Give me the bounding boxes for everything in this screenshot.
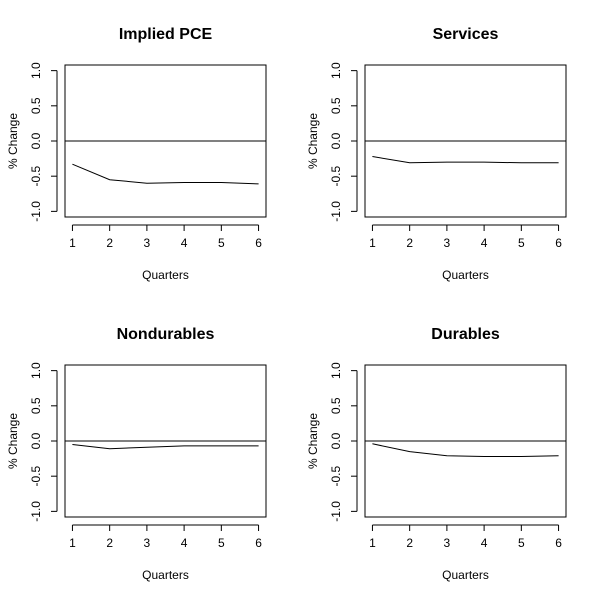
x-axis-title: Quarters xyxy=(142,568,189,582)
y-tick-label: 1.0 xyxy=(29,362,43,379)
x-tick-label: 1 xyxy=(69,236,76,250)
y-tick-label: 0.0 xyxy=(329,132,343,149)
x-tick-label: 5 xyxy=(518,536,525,550)
x-tick-label: 2 xyxy=(406,536,413,550)
x-tick-label: 4 xyxy=(181,536,188,550)
y-tick-label: -1.0 xyxy=(29,201,43,222)
x-tick-label: 6 xyxy=(555,236,562,250)
chart-panel: Durables 1 2 3 4 5 6 Quarters -1.0 -0.5 0.0 0.5 1.0%… xyxy=(306,326,567,582)
chart-title: Durables xyxy=(431,326,500,343)
y-tick-label: 0.5 xyxy=(29,97,43,114)
x-tick-label: 3 xyxy=(444,236,451,250)
x-tick-label: 4 xyxy=(181,236,188,250)
y-tick-label: -0.5 xyxy=(329,166,343,187)
y-axis-title: % Change xyxy=(6,113,20,169)
x-axis-title: Quarters xyxy=(442,568,489,582)
series-line xyxy=(72,444,259,450)
x-tick-label: 5 xyxy=(218,536,225,550)
x-tick-label: 5 xyxy=(518,236,525,250)
series-line xyxy=(372,443,559,457)
x-tick-label: 2 xyxy=(406,236,413,250)
series-line xyxy=(72,163,259,185)
x-tick-label: 3 xyxy=(144,236,151,250)
x-axis-title: Quarters xyxy=(142,268,189,282)
y-tick-label: -0.5 xyxy=(29,166,43,187)
x-tick-label: 6 xyxy=(255,536,262,550)
y-tick-label: 0.0 xyxy=(29,432,43,449)
y-tick-label: -1.0 xyxy=(329,501,343,522)
x-tick-label: 3 xyxy=(144,536,151,550)
y-tick-label: 1.0 xyxy=(329,362,343,379)
chart-title: Nondurables xyxy=(117,326,215,343)
x-tick-label: 1 xyxy=(369,236,376,250)
x-tick-label: 4 xyxy=(481,236,488,250)
x-tick-label: 6 xyxy=(555,536,562,550)
y-axis-title: % Change xyxy=(6,413,20,469)
x-tick-label: 3 xyxy=(444,536,451,550)
y-tick-label: 1.0 xyxy=(29,62,43,79)
x-tick-label: 4 xyxy=(481,536,488,550)
y-tick-label: -0.5 xyxy=(329,466,343,487)
x-tick-label: 1 xyxy=(69,536,76,550)
y-axis-title: % Change xyxy=(306,113,320,169)
x-axis-title: Quarters xyxy=(442,268,489,282)
y-tick-label: 0.5 xyxy=(29,397,43,414)
x-tick-label: 2 xyxy=(106,536,113,550)
series-line xyxy=(372,156,559,164)
chart-panel: Implied PCE 1 2 3 4 5 6 Quarters -1.0 -0.5 0.0 0.5 1… xyxy=(6,26,267,282)
y-tick-label: 1.0 xyxy=(329,62,343,79)
y-tick-label: 0.0 xyxy=(329,432,343,449)
y-tick-label: -0.5 xyxy=(29,466,43,487)
y-tick-label: -1.0 xyxy=(29,501,43,522)
chart-panel: Nondurables 1 2 3 4 5 6 Quarters -1.0 -0.5 0.0 0.5 1… xyxy=(6,326,267,582)
x-tick-label: 1 xyxy=(369,536,376,550)
chart-title: Implied PCE xyxy=(119,26,213,43)
y-tick-label: 0.0 xyxy=(29,132,43,149)
x-tick-label: 6 xyxy=(255,236,262,250)
y-tick-label: 0.5 xyxy=(329,97,343,114)
x-tick-label: 5 xyxy=(218,236,225,250)
y-tick-label: 0.5 xyxy=(329,397,343,414)
y-axis-title: % Change xyxy=(306,413,320,469)
chart-panel: Services 1 2 3 4 5 6 Quarters -1.0 -0.5 0.0 0.5 1.0%… xyxy=(306,26,567,282)
y-tick-label: -1.0 xyxy=(329,201,343,222)
x-tick-label: 2 xyxy=(106,236,113,250)
chart-title: Services xyxy=(433,26,499,43)
